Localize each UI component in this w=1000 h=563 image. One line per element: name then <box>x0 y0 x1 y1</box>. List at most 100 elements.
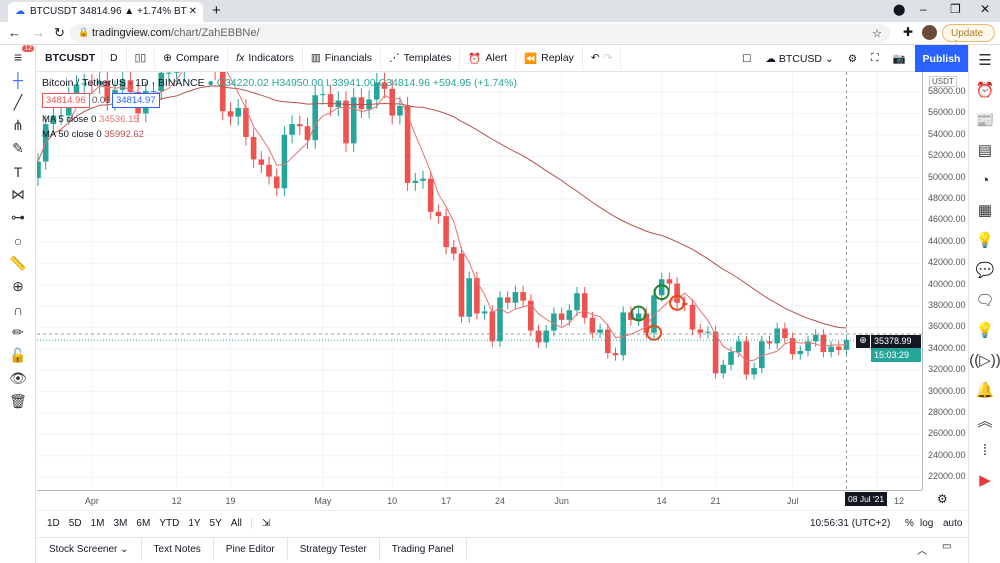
broadcast-icon[interactable]: ((▷)) <box>969 352 1000 369</box>
range-6m[interactable]: 6M <box>136 518 151 529</box>
percent-toggle[interactable]: % <box>905 518 914 529</box>
range-5d[interactable]: 5D <box>68 518 82 529</box>
trendline-icon[interactable]: ╱ <box>13 94 23 110</box>
collapse-icon[interactable]: ︽ <box>977 412 993 430</box>
axis-settings-icon[interactable]: ⚙ <box>937 492 948 506</box>
new-tab-button[interactable]: + <box>212 2 221 19</box>
chart-type-button[interactable]: ▯▯ <box>127 44 156 72</box>
settings-gear-icon[interactable]: ⚙ <box>847 52 858 65</box>
candle-body <box>658 279 665 296</box>
financials-button[interactable]: ▥ Financials <box>303 44 382 72</box>
brush-icon[interactable]: ✎ <box>12 140 24 156</box>
tab-stock-screener[interactable]: Stock Screener ⌄ <box>37 538 142 561</box>
symbol-search[interactable]: BTCUSDT <box>37 44 102 72</box>
fullscreen-icon[interactable]: ⛶ <box>871 52 879 64</box>
chat-icon[interactable]: 💬 <box>975 262 995 279</box>
minimize-icon[interactable]: – <box>920 2 927 16</box>
log-toggle[interactable]: log <box>920 518 934 529</box>
watchlist-icon[interactable]: ☰ <box>978 52 992 69</box>
price-chart[interactable] <box>37 72 922 490</box>
bookmark-star-icon[interactable]: ☆ <box>872 28 882 40</box>
menu-button[interactable]: ≡ 12 <box>13 45 34 65</box>
tab-trading-panel[interactable]: Trading Panel <box>380 538 467 561</box>
alerts-clock-icon[interactable]: ⏰ <box>975 82 995 99</box>
time-tick: 12 <box>171 496 182 506</box>
interval-button[interactable]: D <box>102 44 127 72</box>
news-icon[interactable]: 📰 <box>975 112 995 129</box>
restore-icon[interactable]: ❐ <box>950 2 961 16</box>
data-window-icon[interactable]: ▤ <box>977 142 993 159</box>
pattern-icon[interactable]: ⋈ <box>11 186 25 202</box>
avatar[interactable] <box>922 25 937 40</box>
publish-button[interactable]: Publish <box>915 45 968 72</box>
layout-square-icon[interactable]: ☐ <box>742 52 752 65</box>
url-input[interactable]: 🔒 tradingview.com/chart/ZahEBBNe/ ☆ <box>70 24 890 43</box>
tab-strategy-tester[interactable]: Strategy Tester <box>288 538 380 561</box>
layers-icon[interactable]: ▶ <box>979 472 991 489</box>
layout-menu[interactable]: ☁ BTCUSD ⌄ <box>765 52 834 65</box>
magnet-icon[interactable]: ∩ <box>12 301 24 318</box>
ma50-legend[interactable]: MA 50 close 0 35992.62 <box>42 129 144 140</box>
time-axis[interactable]: Apr 12 19 May 10 17 24 Jun 14 21 Jul 12 <box>37 490 922 510</box>
close-window-icon[interactable]: ✕ <box>980 2 991 16</box>
maximize-panel-icon[interactable]: ▭ <box>942 541 952 552</box>
camera-icon[interactable]: 📷 <box>892 53 906 65</box>
crosshair-icon[interactable]: ┼ <box>13 71 23 88</box>
range-5y[interactable]: 5Y <box>209 518 222 529</box>
price-axis[interactable]: USDT 58000.00 56000.00 54000.00 52000.00 500… <box>922 72 968 490</box>
range-1d[interactable]: 1D <box>47 518 60 529</box>
timezone-clock[interactable]: 10:56:31 (UTC+2) <box>810 518 891 529</box>
buy-button[interactable]: 34814.97 <box>112 93 160 108</box>
zoom-in-icon[interactable]: ⊕ <box>12 278 24 294</box>
candle-body <box>589 317 596 333</box>
tab-pine-editor[interactable]: Pine Editor <box>214 538 288 561</box>
text-icon[interactable]: T <box>13 163 23 180</box>
profile-menu-icon[interactable]: ⬤ <box>893 4 906 16</box>
update-button[interactable]: Update ⋮ <box>942 24 995 50</box>
sell-button[interactable]: 34814.96 <box>42 93 90 108</box>
templates-button[interactable]: ⋰ Templates <box>381 44 461 72</box>
range-ytd[interactable]: YTD <box>159 518 180 529</box>
replay-button[interactable]: ⏪ Replay <box>516 44 583 72</box>
alert-button[interactable]: ⏰ Alert <box>460 44 517 72</box>
range-1y[interactable]: 1Y <box>188 518 201 529</box>
undo-icon[interactable]: ↶ <box>590 52 600 64</box>
tab-text-notes[interactable]: Text Notes <box>142 538 214 561</box>
price-tick: 24000.00 <box>928 449 966 460</box>
back-icon[interactable]: ← <box>8 25 21 40</box>
redo-icon[interactable]: ↷ <box>603 52 613 64</box>
go-to-date-icon[interactable]: ⇲ <box>250 518 270 529</box>
notifications-bell-icon[interactable]: 🔔 <box>975 382 995 399</box>
browser-tab[interactable]: ☁ BTCUSDT 34814.96 ▲ +1.74% BT ✕ <box>8 2 203 22</box>
auto-toggle[interactable]: auto <box>943 518 963 529</box>
eye-icon[interactable]: 👁 <box>9 370 27 386</box>
streams-icon[interactable]: 💡 <box>975 322 995 339</box>
forward-icon[interactable]: → <box>32 25 45 40</box>
reload-icon[interactable]: ↻ <box>54 25 65 40</box>
candle-body <box>689 304 696 330</box>
trash-icon[interactable]: 🗑 <box>9 393 27 409</box>
stay-drawing-icon[interactable]: ✏ <box>12 324 24 340</box>
lock-icon[interactable]: 🔓 <box>9 347 27 363</box>
add-alert-plus-icon[interactable]: ⊕ <box>856 335 870 348</box>
extensions-icon[interactable]: ✚ <box>903 25 914 39</box>
calendar-icon[interactable]: ▦ <box>977 202 993 219</box>
ma5-legend[interactable]: MA 5 close 0 34536.15 <box>42 114 139 125</box>
candle-body <box>828 346 834 353</box>
ellipse-icon[interactable]: ○ <box>13 232 23 249</box>
ideas-bulb-icon[interactable]: 💡 <box>975 232 995 249</box>
pitchfork-icon[interactable]: ⋔ <box>12 117 24 133</box>
ruler-icon[interactable]: 📏 <box>9 255 27 271</box>
compare-button[interactable]: ⊕ Compare <box>155 44 229 72</box>
collapse-panel-icon[interactable]: ︿ <box>917 546 927 557</box>
range-3m[interactable]: 3M <box>113 518 128 529</box>
chats-icon[interactable]: 🗨 <box>975 292 995 309</box>
close-tab-icon[interactable]: ✕ <box>188 6 197 17</box>
dots-icon[interactable]: ⁞ <box>982 441 988 459</box>
range-all[interactable]: All <box>230 518 242 529</box>
indicators-button[interactable]: fx Indicators <box>228 44 303 72</box>
prediction-icon[interactable]: ⊶ <box>11 209 25 225</box>
candle-body <box>104 81 111 102</box>
hotlist-icon[interactable]: ◔ <box>980 171 990 189</box>
range-1m[interactable]: 1M <box>90 518 105 529</box>
